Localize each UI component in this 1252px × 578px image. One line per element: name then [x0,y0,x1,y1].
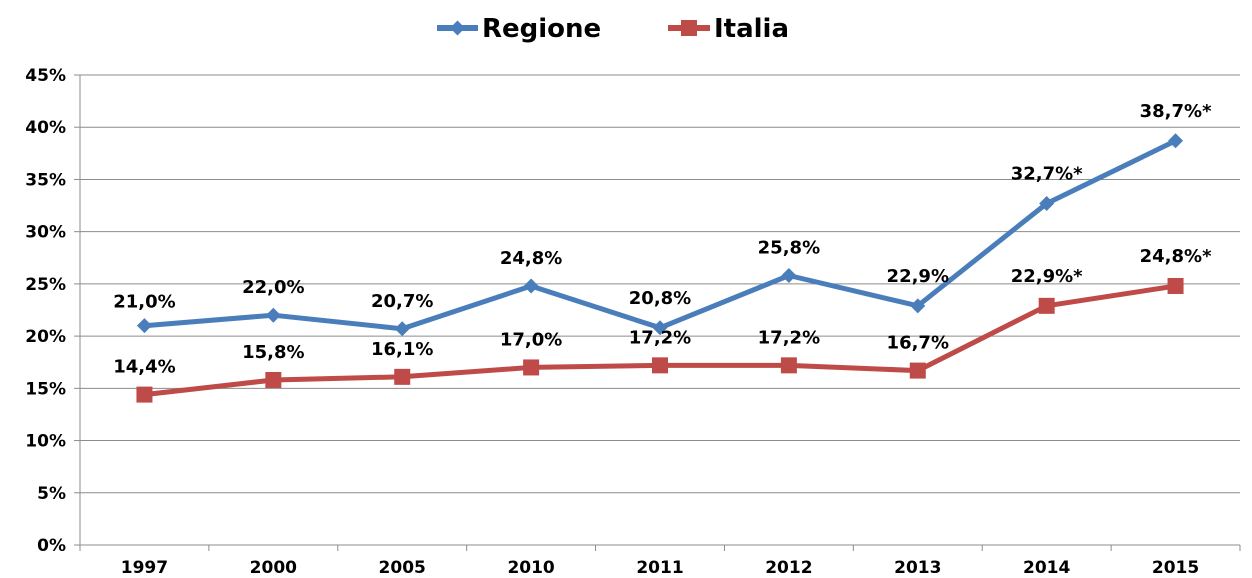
data-labels: 21,0% 22,0% 20,7% 24,8% 20,8% 25,8% 22,9% 32,7%… [113,101,1212,378]
x-tick-label: 1997 [121,558,168,578]
data-label-italia: 16,1% [371,339,433,360]
y-tick-label: 10% [25,432,66,452]
data-point-regione [1039,195,1055,211]
y-tick-label: 25% [25,275,66,295]
legend-item-regione: Regione [437,14,601,44]
data-label-regione: 22,9% [887,266,949,287]
data-point-italia [136,386,153,403]
y-tick-label: 5% [37,484,66,504]
data-label-regione: 32,7%* [1011,163,1083,184]
data-point-regione [910,298,926,314]
x-tick-label: 2000 [250,558,297,578]
data-label-italia: 17,0% [500,329,562,350]
x-tick-label: 2011 [636,558,683,578]
data-label-italia: 17,2% [629,327,691,348]
data-point-italia [394,368,411,385]
data-label-italia: 15,8% [242,342,304,363]
data-point-regione [136,318,152,334]
legend-marker-italia [681,20,697,36]
data-point-regione [265,307,281,323]
data-point-italia [523,359,540,376]
x-tick-label: 2005 [379,558,426,578]
data-point-regione [1168,133,1184,149]
gridlines [80,74,1240,494]
axes: 0% 5% 10% 15% 20% 25% 30% 35% 40% 45% 1997 2000 2005… [25,66,1241,578]
data-label-italia: 14,4% [113,357,175,378]
y-tick-label: 0% [37,536,66,556]
data-label-regione: 24,8% [500,248,562,269]
data-point-italia [1167,277,1184,294]
x-tick-label: 2014 [1023,558,1070,578]
y-tick-label: 30% [25,223,66,243]
y-tick-label: 15% [25,379,66,399]
x-tick-label: 2013 [894,558,941,578]
data-point-regione [394,321,410,337]
legend-item-italia: Italia [668,14,789,44]
legend-label-italia: Italia [714,14,789,44]
legend-label-regione: Regione [482,14,601,44]
data-label-regione: 20,8% [629,288,691,309]
data-point-regione [523,278,539,294]
series-group [136,133,1184,403]
legend: Regione Italia [437,14,789,44]
data-label-italia: 22,9%* [1011,266,1083,287]
data-point-italia [909,362,926,379]
data-point-regione [781,268,797,284]
y-tick-label: 40% [25,118,66,138]
y-tick-label: 35% [25,170,66,190]
data-point-italia [652,357,668,374]
x-tick-label: 2010 [507,558,554,578]
data-label-regione: 25,8% [758,238,820,259]
data-label-italia: 16,7% [887,333,949,354]
x-tick-label: 2015 [1152,558,1199,578]
data-label-italia: 17,2% [758,327,820,348]
data-point-italia [265,371,282,388]
data-point-italia [780,357,797,374]
y-tick-label: 45% [25,66,66,86]
data-label-regione: 20,7% [371,291,433,312]
legend-marker-regione [450,20,465,36]
data-point-italia [1038,297,1055,314]
data-label-regione: 22,0% [242,277,304,298]
data-point-regione [652,320,668,336]
data-label-regione: 38,7%* [1140,101,1212,122]
x-tick-label: 2012 [765,558,812,578]
data-label-regione: 21,0% [113,292,175,313]
y-tick-label: 20% [25,327,66,347]
data-label-italia: 24,8%* [1140,246,1212,267]
